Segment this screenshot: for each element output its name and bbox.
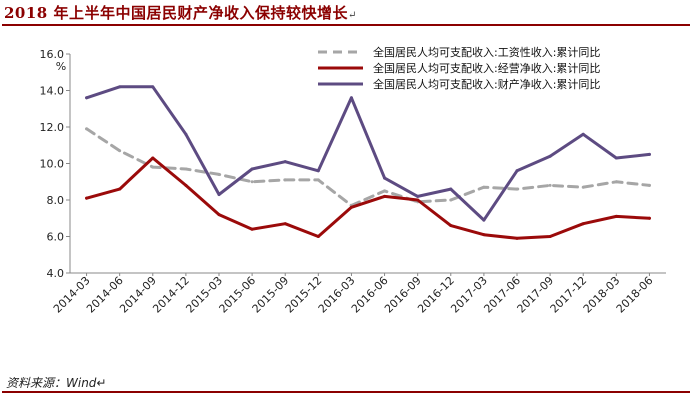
data-point <box>184 132 188 136</box>
data-point <box>449 187 453 191</box>
data-point <box>614 214 618 218</box>
data-point <box>151 85 155 89</box>
data-point <box>250 167 254 171</box>
y-tick-label: 14.0 <box>40 85 65 98</box>
data-point <box>548 183 552 187</box>
data-point <box>383 194 387 198</box>
data-point <box>482 185 486 189</box>
y-tick-label: 12.0 <box>40 121 65 134</box>
data-point <box>250 227 254 231</box>
data-point <box>250 180 254 184</box>
data-point <box>515 187 519 191</box>
data-point <box>515 169 519 173</box>
data-point <box>548 235 552 238</box>
data-point <box>316 235 320 238</box>
data-point <box>151 156 155 160</box>
bottom-rule <box>2 391 690 393</box>
y-tick-label: 10.0 <box>40 158 65 171</box>
data-point <box>217 193 221 197</box>
data-point <box>581 185 585 189</box>
data-point <box>118 85 122 89</box>
series-lines <box>85 85 651 240</box>
data-point <box>151 165 155 169</box>
series-line-2 <box>85 156 651 240</box>
data-point <box>416 198 420 202</box>
data-point <box>283 222 287 226</box>
data-point <box>647 216 651 220</box>
source-note: 资料来源：Wind↵ <box>6 376 107 390</box>
data-point <box>118 149 122 153</box>
chart-title: 2018 年上半年中国居民财产净收入保持较快增长↵ <box>4 2 357 23</box>
data-point <box>184 183 188 187</box>
data-point <box>283 178 287 182</box>
data-point <box>217 213 221 217</box>
y-unit-label: % <box>56 60 66 73</box>
data-point <box>184 167 188 171</box>
y-tick-label: 16.0 <box>40 48 65 61</box>
data-point <box>85 96 89 100</box>
data-point <box>383 176 387 180</box>
legend-label: 全国居民人均可支配收入:经营净收入:累计同比 <box>373 61 600 75</box>
data-point <box>647 152 651 156</box>
data-point <box>614 156 618 160</box>
chart-title-text: 2018 年上半年中国居民财产净收入保持较快增长 <box>4 4 348 22</box>
data-point <box>217 172 221 176</box>
data-point <box>85 127 89 131</box>
y-tick-label: 6.0 <box>47 231 65 244</box>
data-point <box>349 96 353 100</box>
data-point <box>647 183 651 187</box>
data-point <box>449 198 453 202</box>
data-point <box>316 169 320 173</box>
data-point <box>85 196 89 200</box>
data-point <box>548 154 552 158</box>
series-line-1 <box>85 127 651 207</box>
y-tick-label: 8.0 <box>47 194 65 207</box>
data-point <box>383 189 387 193</box>
data-point <box>482 218 486 222</box>
data-point <box>614 180 618 184</box>
x-tick-label: 2018-06 <box>614 274 656 316</box>
y-tick-label: 4.0 <box>47 267 65 280</box>
data-point <box>449 224 453 228</box>
data-point <box>581 222 585 226</box>
data-point <box>316 178 320 182</box>
data-point <box>416 194 420 198</box>
data-point <box>118 187 122 191</box>
data-point <box>515 236 519 240</box>
series-line-3 <box>85 85 651 222</box>
legend-label: 全国居民人均可支配收入:工资性收入:累计同比 <box>373 45 600 59</box>
data-point <box>482 233 486 237</box>
data-point <box>283 160 287 164</box>
data-point <box>349 205 353 209</box>
title-rule <box>2 24 690 26</box>
legend-label: 全国居民人均可支配收入:财产净收入:累计同比 <box>373 77 600 91</box>
return-mark: ↵ <box>347 10 357 21</box>
legend: 全国居民人均可支配收入:工资性收入:累计同比全国居民人均可支配收入:经营净收入:… <box>318 45 600 91</box>
data-point <box>581 132 585 136</box>
